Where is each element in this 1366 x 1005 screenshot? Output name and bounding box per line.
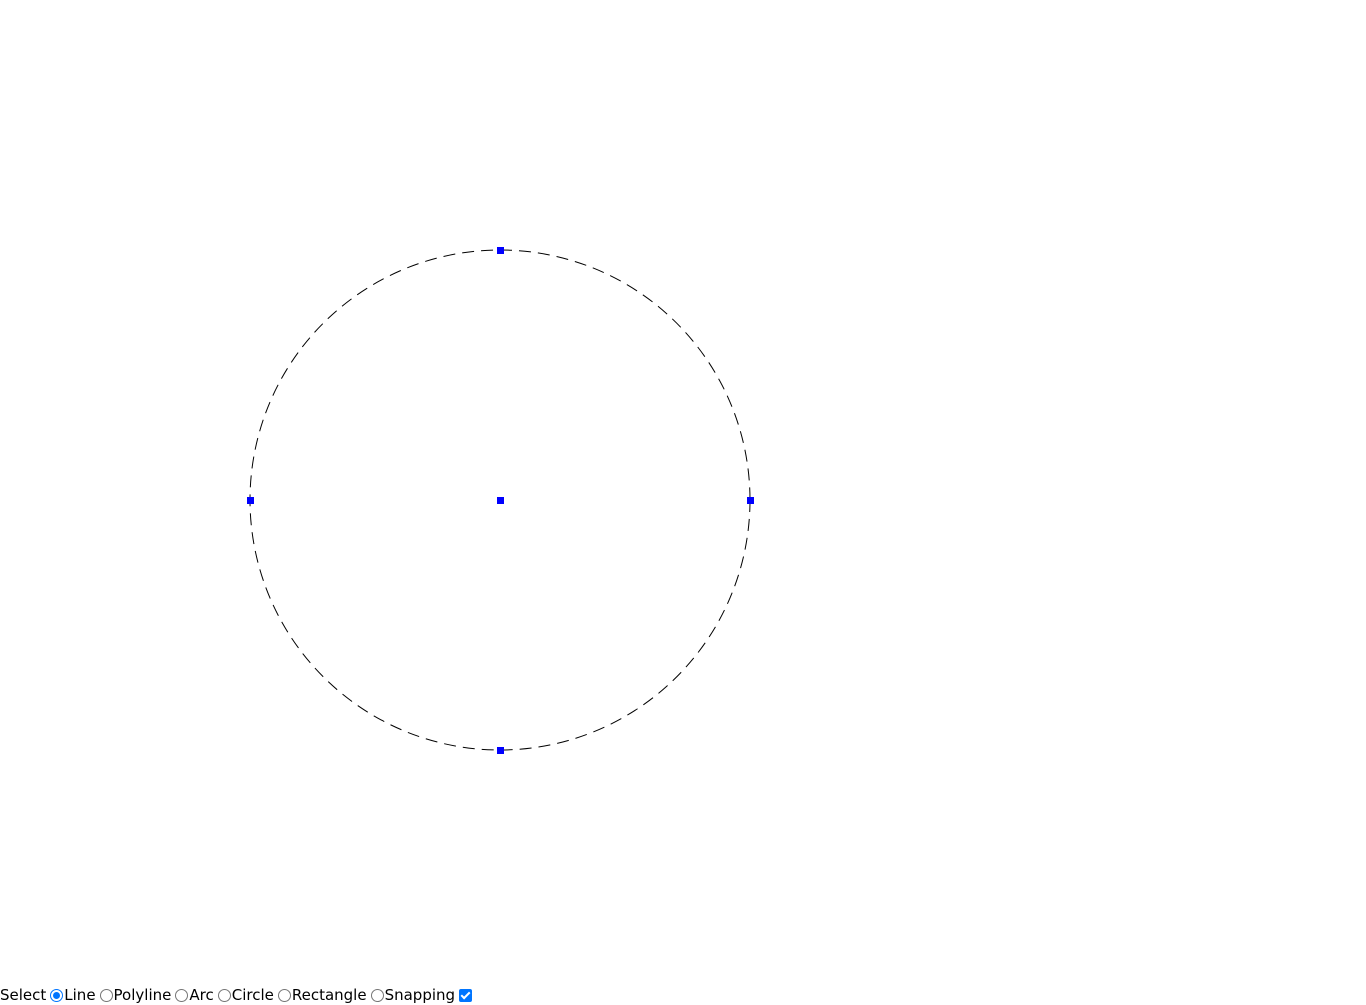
polyline-label[interactable]: Polyline xyxy=(113,986,172,1004)
circle-center-handle[interactable] xyxy=(497,497,504,504)
option-rectangle[interactable]: Rectangle xyxy=(274,986,367,1004)
circle-bottom-handle[interactable] xyxy=(497,747,504,754)
tool-toolbar: Select Line Polyline Arc Circle Rectangl… xyxy=(0,985,473,1005)
option-snapping[interactable]: Snapping xyxy=(367,986,473,1004)
option-arc[interactable]: Arc xyxy=(171,986,214,1004)
snapping-radio[interactable] xyxy=(370,988,384,1002)
line-label[interactable]: Line xyxy=(64,986,96,1004)
snapping-checkbox[interactable] xyxy=(459,988,473,1002)
circle-top-handle[interactable] xyxy=(497,247,504,254)
circle-right-handle[interactable] xyxy=(747,497,754,504)
circle-left-handle[interactable] xyxy=(247,497,254,504)
arc-label[interactable]: Arc xyxy=(189,986,214,1004)
arc-radio[interactable] xyxy=(175,988,189,1002)
select-label: Select xyxy=(0,986,47,1004)
drawing-canvas[interactable] xyxy=(0,0,1366,984)
polyline-radio[interactable] xyxy=(99,988,113,1002)
line-radio[interactable] xyxy=(50,988,64,1002)
circle-label[interactable]: Circle xyxy=(231,986,274,1004)
rectangle-radio[interactable] xyxy=(277,988,291,1002)
option-circle[interactable]: Circle xyxy=(214,986,274,1004)
circle-radio[interactable] xyxy=(217,988,231,1002)
option-polyline[interactable]: Polyline xyxy=(96,986,172,1004)
option-line[interactable]: Line xyxy=(46,986,96,1004)
snapping-label[interactable]: Snapping xyxy=(384,986,456,1004)
rectangle-label[interactable]: Rectangle xyxy=(291,986,367,1004)
